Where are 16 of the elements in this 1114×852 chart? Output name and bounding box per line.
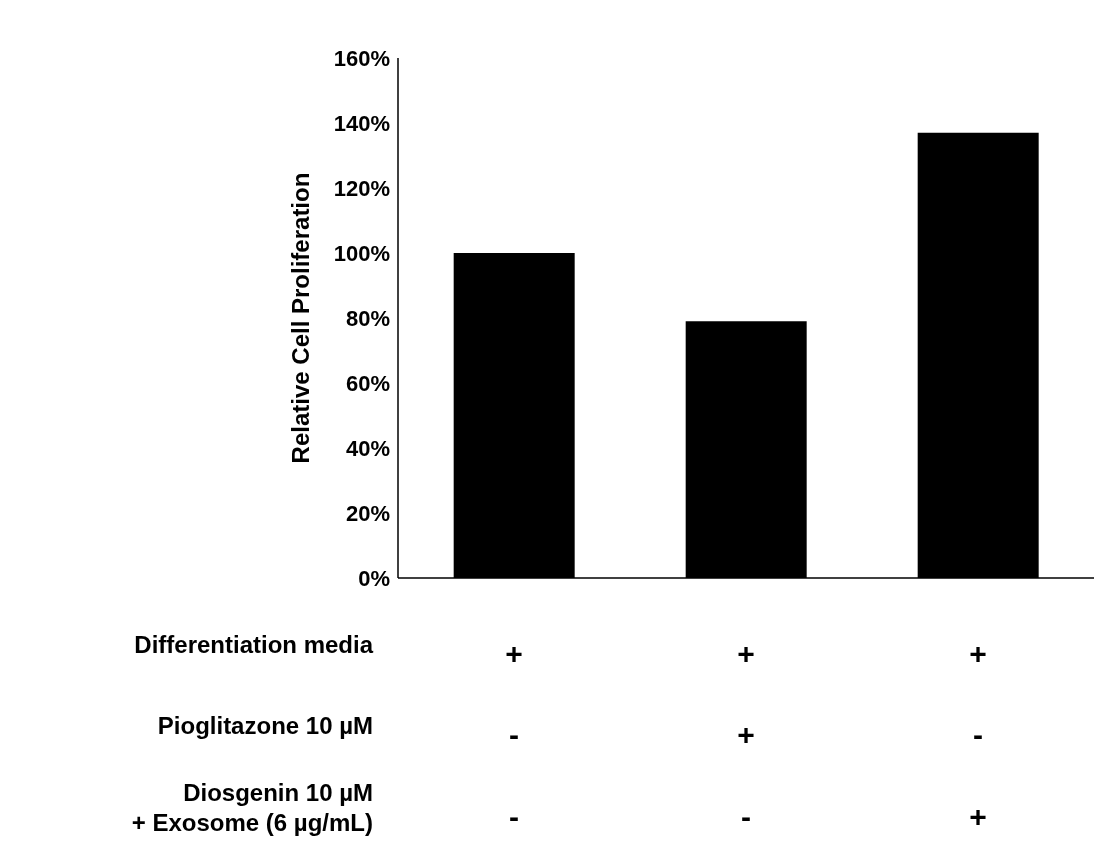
text: Pioglitazone 10 µM bbox=[157, 711, 373, 741]
y-tick-label: 100% bbox=[333, 240, 390, 266]
y-tick-label: 120% bbox=[333, 175, 390, 201]
y-tick-label: 60% bbox=[345, 370, 390, 396]
y-tick-label: 40% bbox=[345, 435, 390, 461]
y-tick-label: 160% bbox=[333, 45, 390, 71]
category-label: + + - bbox=[737, 636, 755, 833]
y-axis-title: Relative Cell Proliferation bbox=[286, 172, 314, 464]
y-tick-label: 80% bbox=[345, 305, 390, 331]
category-label: + - + bbox=[969, 636, 987, 833]
y-tick-label: 140% bbox=[333, 110, 390, 136]
text: Diosgenin 10 µM + Exosome (6 µg/mL) bbox=[131, 778, 373, 838]
text: Differentiation media bbox=[134, 630, 373, 660]
category-label: + - - bbox=[505, 636, 523, 833]
y-tick-label: 0% bbox=[358, 565, 390, 591]
y-tick-label: 20% bbox=[345, 500, 390, 526]
